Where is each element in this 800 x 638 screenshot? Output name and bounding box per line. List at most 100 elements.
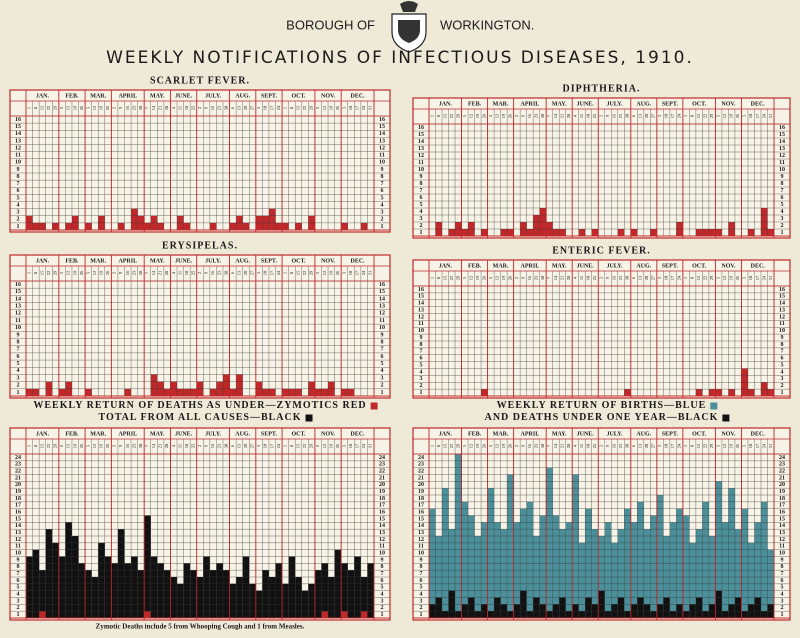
bar bbox=[455, 611, 462, 618]
y-tick-label: 1 bbox=[17, 390, 20, 396]
x-tick-label: 18 bbox=[184, 443, 189, 448]
y-tick-label: 5 bbox=[381, 585, 384, 591]
y-tick-label: 24 bbox=[418, 455, 424, 461]
x-tick-label: 23 bbox=[618, 275, 623, 280]
chart-frame bbox=[412, 97, 791, 239]
y-tick-label: 16 bbox=[15, 282, 21, 288]
month-label: AUG. bbox=[636, 101, 651, 107]
x-tick-label: 12 bbox=[494, 114, 499, 119]
bar bbox=[341, 388, 348, 396]
x-tick-label: 10 bbox=[748, 275, 753, 280]
y-tick-label: 5 bbox=[420, 585, 423, 591]
x-tick-label: 17 bbox=[355, 105, 360, 110]
y-tick-label: 20 bbox=[418, 482, 424, 488]
x-tick-label: 30 bbox=[625, 275, 630, 280]
x-tick-label: 26 bbox=[79, 105, 84, 110]
y-tick-label: 24 bbox=[15, 455, 21, 461]
x-tick-label: 23 bbox=[131, 270, 136, 275]
x-tick-label: 10 bbox=[348, 105, 353, 110]
x-tick-label: 29 bbox=[309, 105, 314, 110]
bar bbox=[150, 556, 158, 618]
x-tick-label: 29 bbox=[455, 113, 460, 118]
x-tick-label: 30 bbox=[138, 105, 143, 110]
x-tick-label: 2 bbox=[112, 445, 117, 447]
month-label: DEC. bbox=[751, 431, 766, 437]
y-tick-label: 13 bbox=[379, 304, 385, 310]
y-tick-label: 13 bbox=[15, 138, 21, 144]
chart-frame bbox=[412, 259, 791, 399]
x-tick-label: 3 bbox=[657, 276, 662, 279]
bar bbox=[282, 583, 289, 618]
x-tick-label: 31 bbox=[368, 106, 373, 111]
y-tick-label: 11 bbox=[418, 321, 424, 327]
bar bbox=[604, 611, 612, 618]
x-tick-label: 1 bbox=[683, 445, 688, 447]
y-tick-label: 22 bbox=[418, 468, 424, 474]
x-tick-label: 19 bbox=[328, 443, 333, 448]
month-label: FEB. bbox=[468, 101, 482, 107]
bar bbox=[591, 529, 599, 618]
bar bbox=[190, 570, 197, 618]
x-tick-label: 11 bbox=[579, 444, 584, 448]
x-tick-label: 2 bbox=[514, 115, 519, 117]
bar bbox=[637, 597, 644, 618]
y-tick-label: 19 bbox=[779, 489, 785, 495]
x-tick-label: 17 bbox=[755, 113, 760, 118]
x-tick-label: 2 bbox=[599, 445, 604, 447]
y-tick-label: 3 bbox=[420, 216, 423, 222]
y-tick-label: 13 bbox=[379, 530, 385, 536]
x-tick-label: 1 bbox=[429, 115, 434, 117]
month-label: JULY. bbox=[606, 431, 623, 437]
y-tick-label: 14 bbox=[15, 131, 21, 137]
y-tick-label: 20 bbox=[15, 482, 21, 488]
x-tick-label: 30 bbox=[138, 443, 143, 448]
bar bbox=[702, 611, 709, 618]
month-label: JAN. bbox=[439, 263, 453, 269]
month-label: NOV. bbox=[721, 431, 736, 437]
month-label: JAN. bbox=[36, 93, 50, 99]
bar bbox=[131, 556, 138, 618]
y-tick-label: 12 bbox=[379, 145, 385, 151]
x-tick-label: 9 bbox=[520, 114, 525, 117]
bar bbox=[695, 229, 703, 236]
bar bbox=[39, 570, 46, 618]
y-tick-label: 6 bbox=[420, 578, 423, 584]
x-tick-label: 12 bbox=[322, 444, 327, 449]
legend-swatch bbox=[710, 402, 718, 410]
month-label: JUNE. bbox=[577, 263, 595, 269]
x-tick-label: 24 bbox=[276, 105, 281, 110]
y-tick-label: 5 bbox=[17, 361, 20, 367]
x-tick-label: 24 bbox=[761, 443, 766, 448]
bar bbox=[689, 542, 696, 618]
x-tick-label: 22 bbox=[302, 106, 307, 111]
y-tick-label: 23 bbox=[15, 462, 21, 468]
bar bbox=[104, 556, 112, 618]
x-tick-label: 6 bbox=[230, 444, 235, 447]
month-label: OCT. bbox=[692, 101, 707, 107]
x-tick-label: 3 bbox=[341, 444, 346, 447]
x-tick-label: 2 bbox=[599, 277, 604, 279]
x-tick-label: 15 bbox=[39, 270, 44, 275]
x-tick-label: 22 bbox=[703, 276, 708, 281]
month-label: NOV. bbox=[721, 101, 736, 107]
x-tick-label: 5 bbox=[488, 444, 493, 447]
y-tick-label: 5 bbox=[381, 195, 384, 201]
x-tick-label: 15 bbox=[296, 105, 301, 110]
x-tick-label: 8 bbox=[690, 114, 695, 117]
x-tick-label: 16 bbox=[527, 113, 532, 118]
x-tick-label: 24 bbox=[677, 275, 682, 280]
y-tick-label: 12 bbox=[15, 537, 21, 543]
y-tick-label: 21 bbox=[379, 475, 385, 481]
month-label: FEB. bbox=[468, 431, 482, 437]
y-tick-label: 17 bbox=[779, 503, 785, 509]
month-label: MAR. bbox=[493, 101, 509, 107]
x-tick-label: 1 bbox=[282, 107, 287, 109]
x-tick-label: 12 bbox=[92, 444, 97, 449]
bar bbox=[262, 570, 269, 618]
x-tick-label: 29 bbox=[53, 270, 58, 275]
x-tick-label: 16 bbox=[527, 275, 532, 280]
x-tick-label: 5 bbox=[716, 276, 721, 279]
y-tick-label: 17 bbox=[418, 503, 424, 509]
month-label: APRIL bbox=[521, 263, 540, 269]
